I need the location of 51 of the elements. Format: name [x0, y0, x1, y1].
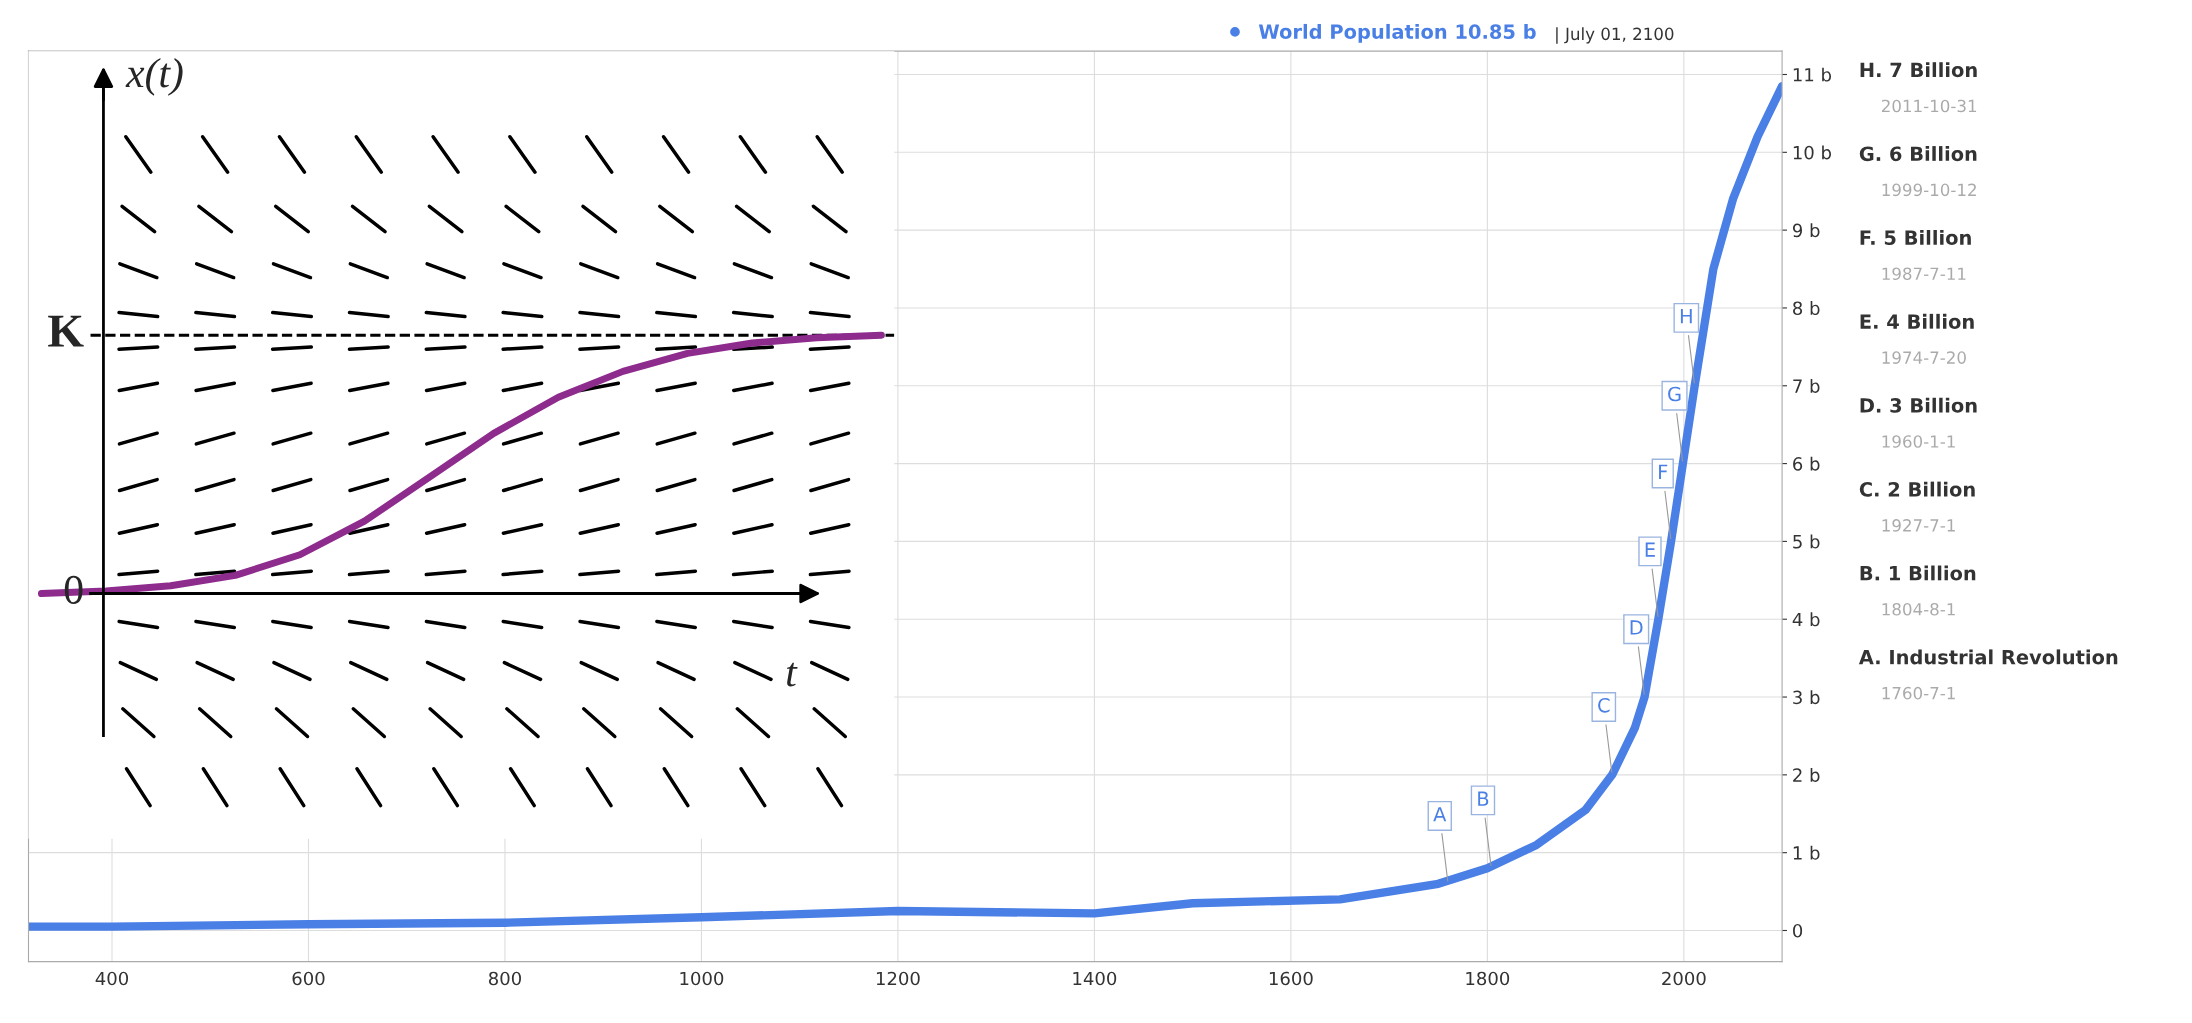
y-tick-label: 7 b: [1793, 378, 1820, 393]
text: B. 1 Billion: [1860, 565, 1976, 581]
y-tick-label: 2 b: [1793, 768, 1820, 782]
annotation: G: [1668, 386, 1681, 402]
x-tick-label: 800: [488, 971, 521, 986]
x-tick-label: 1000: [680, 971, 724, 986]
text: 1927-7-1: [1882, 519, 1955, 532]
y-tick-label: 9 b: [1792, 223, 1820, 238]
x-axis-title: t: [786, 662, 798, 687]
y-tick-label: 10 b: [1793, 145, 1832, 160]
text: C. 2 Billion: [1859, 481, 1975, 497]
legend-label: World Population 10.85 b: [1258, 23, 1536, 43]
annotation: A: [1433, 807, 1447, 822]
text: 1987-7-11: [1882, 267, 1966, 281]
x-tick-label: 1200: [876, 971, 920, 986]
y-tick-label: 6 b: [1793, 456, 1820, 471]
ref-line-label: K: [48, 315, 84, 347]
annotation: B: [1478, 791, 1489, 806]
text: 2011-10-31: [1881, 99, 1977, 113]
annotation: C: [1598, 697, 1610, 713]
x-tick-label: 1400: [1073, 971, 1117, 986]
x-tick-label: 600: [292, 971, 325, 986]
text: E. 4 Billion: [1860, 313, 1974, 329]
text: 1960-1-1: [1882, 435, 1955, 448]
text: | July 01, 2100: [1556, 27, 1674, 44]
y-tick-label: 4 b: [1792, 612, 1820, 627]
x-tick-label: 400: [95, 971, 129, 986]
text: G. 6 Billion: [1859, 146, 1977, 162]
text: D. 3 Billion: [1860, 397, 1977, 413]
text: 1760-7-1: [1882, 686, 1955, 700]
annotation: H: [1680, 309, 1692, 324]
y-tick-label: 0: [1793, 923, 1803, 938]
x-tick-label: 1600: [1269, 971, 1313, 986]
y-tick-label: 1 b: [1793, 845, 1820, 860]
text: 1804-8-1: [1882, 602, 1955, 616]
text: 1999-10-12: [1882, 183, 1976, 197]
y-tick-label: 11 b: [1793, 67, 1832, 82]
x-tick-label: 1800: [1466, 971, 1510, 986]
y-tick-label: 5 b: [1793, 534, 1820, 549]
text: A. Industrial Revolution: [1858, 649, 2118, 665]
annotation: F: [1659, 464, 1668, 479]
x-tick-label: 2000: [1662, 971, 1706, 986]
text: 1974-7-20: [1882, 351, 1966, 364]
annotation: 0: [64, 575, 83, 604]
y-axis-title: x(t): [125, 58, 183, 96]
annotation: E: [1645, 542, 1655, 557]
annotation: D: [1630, 620, 1643, 635]
text: F. 5 Billion: [1860, 229, 1971, 246]
text: H. 7 Billion: [1860, 62, 1977, 78]
y-tick-label: 3 b: [1793, 690, 1820, 705]
y-tick-label: 8 b: [1793, 301, 1820, 316]
